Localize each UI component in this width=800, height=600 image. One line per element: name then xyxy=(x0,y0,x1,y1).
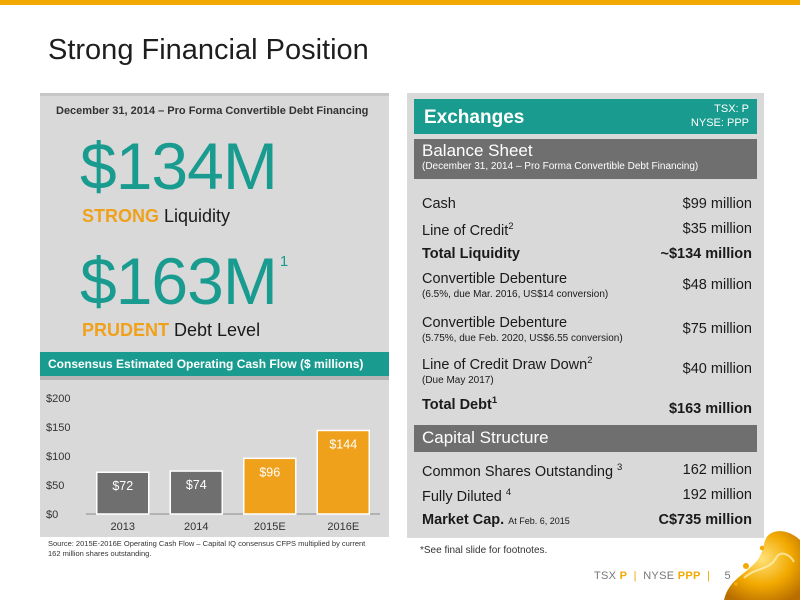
balance-sheet-header: Balance Sheet (December 31, 2014 – Pro F… xyxy=(414,139,757,179)
bs-row-value: $99 million xyxy=(682,196,752,212)
chart-header-shadow xyxy=(40,376,389,380)
bs-row-label: Convertible Debenture (5.75%, due Feb. 20… xyxy=(422,315,623,344)
debt-tag-text: Debt Level xyxy=(169,320,261,340)
cash-flow-bar-chart: $0 $50 $100 $150 $200 $72 2013 $74 2014 $96 2015E $… xyxy=(46,393,380,533)
bs-row-value: $75 million xyxy=(682,321,752,337)
footer-tsx-ticker: P xyxy=(619,570,628,582)
bs-row-sublabel: (Due May 2017) xyxy=(422,374,494,386)
debt-amount-footnote: 1 xyxy=(279,253,288,270)
bar-value-label: $74 xyxy=(186,478,207,492)
cs-row-value: 192 million xyxy=(682,487,752,503)
x-tick-label: 2015E xyxy=(254,521,286,533)
capital-structure-header: Capital Structure xyxy=(414,425,757,452)
x-tick-label: 2016E xyxy=(327,521,359,533)
exchange-nyse: NYSE: PPP xyxy=(690,116,749,129)
bs-row-value: $48 million xyxy=(682,277,752,293)
cs-row-value: C$735 million xyxy=(658,512,752,528)
x-tick-label: 2014 xyxy=(184,521,208,533)
bar-value-label: $144 xyxy=(329,437,357,451)
bs-row-footnote: 2 xyxy=(587,355,593,366)
slide-title: Strong Financial Position xyxy=(48,34,369,66)
y-tick-label: $150 xyxy=(46,422,70,434)
footnote: *See final slide for footnotes. xyxy=(420,545,548,556)
bar-value-label: $72 xyxy=(112,479,133,493)
cs-row-footnote: 4 xyxy=(505,487,512,498)
debt-amount: $163M 1 xyxy=(80,248,288,314)
bs-row-label-text: Convertible Debenture xyxy=(422,315,568,331)
cs-row-footnote: 3 xyxy=(617,462,623,473)
bar xyxy=(96,471,150,515)
bs-row-label-text: Line of Credit Draw Down xyxy=(422,356,588,373)
top-accent-bar xyxy=(0,0,800,5)
liquidity-tag: STRONG Liquidity xyxy=(82,206,230,227)
bs-row-footnote: 2 xyxy=(508,221,514,232)
y-tick-label: $0 xyxy=(46,509,58,521)
bar xyxy=(243,457,297,515)
liquidity-header: December 31, 2014 – Pro Forma Convertibl… xyxy=(56,105,369,117)
bar xyxy=(316,429,370,515)
bs-row-label-text: Total Debt xyxy=(422,396,492,413)
bs-row-label: Total Liquidity xyxy=(422,246,520,262)
bs-row-sublabel: (6.5%, due Mar. 2016, US$14 conversion) xyxy=(422,289,609,300)
capital-structure-title: Capital Structure xyxy=(422,428,549,447)
bs-row-label: Convertible Debenture (6.5%, due Mar. 201… xyxy=(422,271,608,300)
chart-source-note: Source: 2015E-2016E Operating Cash Flow … xyxy=(48,539,366,558)
exchange-tsx: TSX: P xyxy=(714,103,749,115)
page-number: 5 xyxy=(724,570,731,582)
bs-row-label: Total Debt1 xyxy=(422,395,497,413)
bar-value-label: $96 xyxy=(259,465,280,479)
bs-row-sublabel: (5.75%, due Feb. 2020, US$6.55 conversio… xyxy=(422,333,623,344)
liquidity-amount-value: $134M xyxy=(80,129,278,203)
cs-row-note: At Feb. 6, 2015 xyxy=(508,516,570,526)
bs-row-label-text: Line of Credit xyxy=(422,222,509,239)
cash-flow-chart-panel: Consensus Estimated Operating Cash Flow … xyxy=(40,352,389,537)
oil-splash-graphic xyxy=(724,531,800,600)
bs-row-value: $35 million xyxy=(682,221,752,237)
cs-row-label-text: Common Shares Outstanding xyxy=(422,463,614,480)
liquidity-tag-accent: STRONG xyxy=(82,206,160,226)
footer-tsx-label: TSX xyxy=(594,570,617,582)
cs-row-value: 162 million xyxy=(682,462,752,478)
bs-row-value: $40 million xyxy=(682,361,752,377)
liquidity-tag-text: Liquidity xyxy=(159,206,231,226)
footer-nyse-ticker: PPP xyxy=(677,570,701,582)
debt-amount-value: $163M xyxy=(80,244,278,318)
chart-header: Consensus Estimated Operating Cash Flow … xyxy=(40,352,389,376)
liquidity-panel: December 31, 2014 – Pro Forma Convertibl… xyxy=(40,93,389,352)
cs-row-label: Fully Diluted 4 xyxy=(422,487,511,505)
balance-sheet-title: Balance Sheet xyxy=(422,141,533,160)
footer-tickers: TSX P | NYSE PPP | 5 xyxy=(594,570,731,582)
bs-row-value: ~$134 million xyxy=(660,246,752,262)
y-tick-label: $100 xyxy=(46,451,70,463)
exchanges-symbols: TSX: P NYSE: PPP xyxy=(691,103,749,131)
balance-sheet-subtitle: (December 31, 2014 – Pro Forma Convertib… xyxy=(422,161,699,172)
bs-row-label: Line of Credit Draw Down2 (Due May 2017) xyxy=(422,355,593,386)
footer-nyse-label: NYSE xyxy=(643,570,675,582)
cs-row-label-text: Fully Diluted xyxy=(422,488,502,505)
x-tick-label: 2013 xyxy=(111,521,135,533)
cs-row-label-text: Market Cap. xyxy=(422,512,505,528)
debt-tag-accent: PRUDENT xyxy=(82,320,170,340)
bs-row-label: Cash xyxy=(422,196,456,212)
exchanges-title: Exchanges xyxy=(424,107,525,128)
financials-panel: Exchanges TSX: P NYSE: PPP Balance Sheet… xyxy=(407,93,764,538)
bs-row-value: $163 million xyxy=(668,401,752,417)
footer-separator: | xyxy=(706,570,711,582)
bs-row-footnote: 1 xyxy=(491,395,498,406)
cs-row-label: Market Cap. At Feb. 6, 2015 xyxy=(422,512,570,528)
liquidity-amount: $134M xyxy=(80,133,278,199)
y-tick-label: $200 xyxy=(46,393,70,405)
exchanges-bar: Exchanges TSX: P NYSE: PPP xyxy=(414,99,757,134)
y-tick-label: $50 xyxy=(46,480,64,492)
bs-row-label: Line of Credit2 xyxy=(422,221,514,239)
cs-row-label: Common Shares Outstanding 3 xyxy=(422,462,622,480)
bs-row-label-text: Convertible Debenture xyxy=(422,271,568,287)
footer-separator: | xyxy=(633,570,637,582)
debt-tag: PRUDENT Debt Level xyxy=(82,320,260,341)
bar xyxy=(169,470,223,515)
